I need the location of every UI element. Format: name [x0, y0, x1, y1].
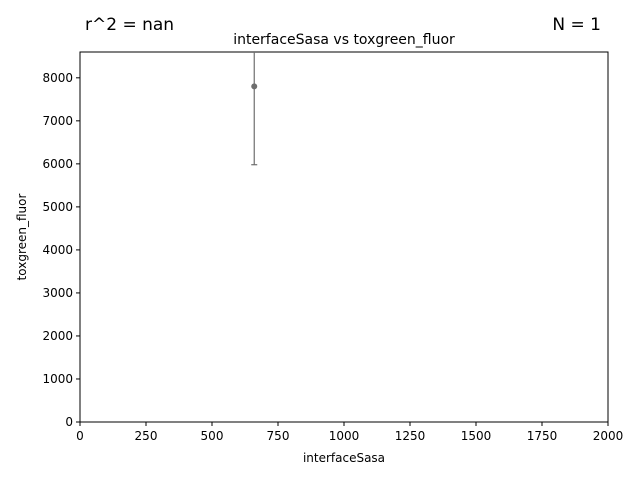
y-tick-label: 5000	[42, 200, 73, 214]
n-count-label: N = 1	[552, 15, 601, 35]
y-tick-label: 4000	[42, 243, 73, 257]
x-tick-label: 1500	[461, 429, 492, 443]
y-tick-label: 1000	[42, 372, 73, 386]
data-point	[251, 83, 258, 90]
x-tick-label: 1250	[395, 429, 426, 443]
y-axis-label: toxgreen_fluor	[15, 194, 29, 281]
x-tick-label: 0	[76, 429, 84, 443]
data-marks	[251, 52, 258, 166]
y-tick-label: 8000	[42, 71, 73, 85]
y-tick-label: 3000	[42, 286, 73, 300]
y-tick-label: 2000	[42, 329, 73, 343]
y-tick-label: 0	[65, 415, 73, 429]
y-tick-label: 7000	[42, 114, 73, 128]
x-tick-label: 750	[267, 429, 290, 443]
x-tick-label: 1000	[329, 429, 360, 443]
chart-title: interfaceSasa vs toxgreen_fluor	[233, 32, 455, 48]
x-tick-label: 500	[201, 429, 224, 443]
plot-area	[79, 51, 609, 423]
plot-frame	[79, 51, 609, 423]
r-squared-label: r^2 = nan	[85, 15, 174, 35]
x-axis-label: interfaceSasa	[303, 451, 385, 465]
x-tick-label: 250	[135, 429, 158, 443]
x-axis-ticks: 0 250 500 750 1000 1250 1500 1750 2000	[76, 422, 623, 443]
y-axis-ticks: 0 1000 2000 3000 4000 5000 6000 7000 8000	[42, 71, 80, 429]
y-tick-label: 6000	[42, 157, 73, 171]
x-tick-label: 1750	[527, 429, 558, 443]
x-tick-label: 2000	[593, 429, 624, 443]
